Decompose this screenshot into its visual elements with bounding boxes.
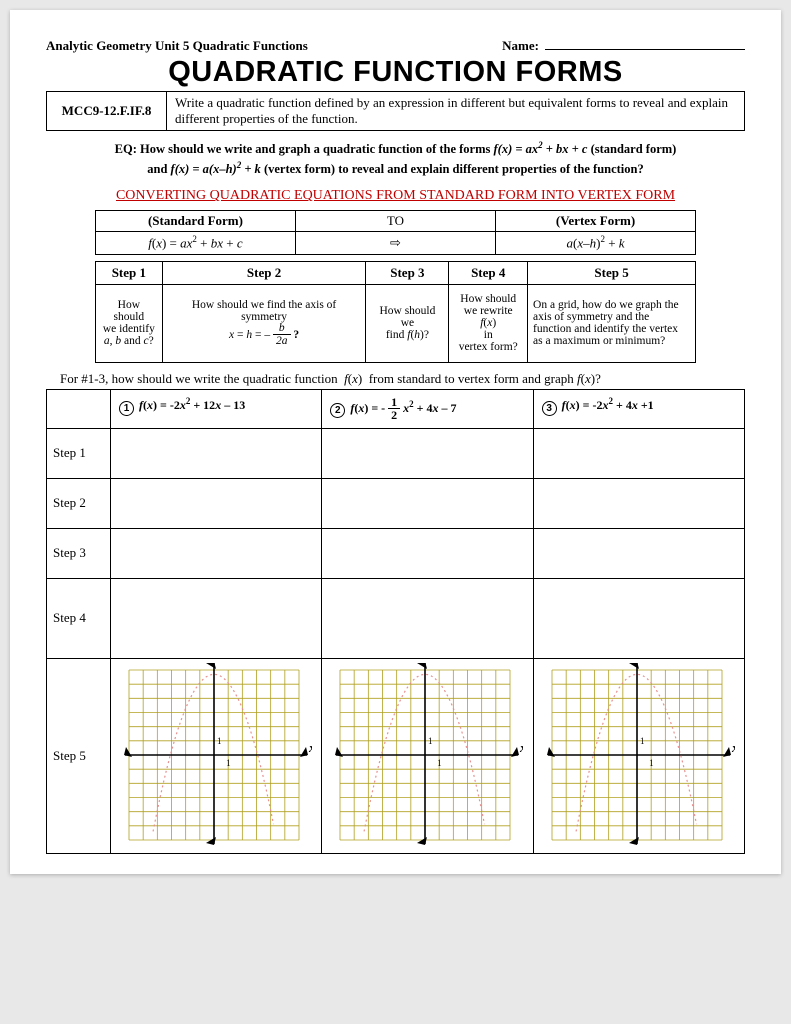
corner-cell: [47, 389, 111, 428]
section-heading: CONVERTING QUADRATIC EQUATIONS FROM STAN…: [46, 188, 745, 204]
problem-1: 1f(x) = -2x2 + 12x – 13: [111, 389, 322, 428]
svg-text:1: 1: [649, 758, 654, 768]
graph-cell-3: xy11: [533, 658, 744, 853]
svg-text:x: x: [731, 740, 735, 755]
coordinate-grid: xy11: [328, 663, 523, 848]
step-h3: Step 3: [366, 261, 449, 284]
work-row-4: Step 4: [47, 578, 745, 658]
step4-desc: How shouldwe rewrite f(x)invertex form?: [449, 284, 528, 362]
graph-cell-2: xy11: [322, 658, 533, 853]
convert-h3: (Vertex Form): [496, 211, 696, 232]
essential-question: EQ: How should we write and graph a quad…: [86, 139, 705, 178]
vertex-form-eq: a(x–h)2 + k: [496, 232, 696, 254]
svg-text:x: x: [308, 740, 312, 755]
step-h2: Step 2: [162, 261, 366, 284]
standard-code: MCC9-12.F.IF.8: [47, 92, 167, 131]
course-title: Analytic Geometry Unit 5 Quadratic Funct…: [46, 38, 308, 54]
svg-text:1: 1: [437, 758, 442, 768]
steps-table: Step 1 Step 2 Step 3 Step 4 Step 5 How s…: [95, 261, 696, 363]
step2-desc: How should we find the axis of symmetry …: [162, 284, 366, 362]
graph-cell-1: xy11: [111, 658, 322, 853]
arrow-icon: ⇨: [295, 232, 495, 254]
page-header: Analytic Geometry Unit 5 Quadratic Funct…: [46, 38, 745, 54]
convert-table: (Standard Form) TO (Vertex Form) f(x) = …: [95, 210, 696, 254]
standard-form-eq: f(x) = ax2 + bx + c: [95, 232, 295, 254]
step-h4: Step 4: [449, 261, 528, 284]
svg-text:1: 1: [217, 736, 222, 746]
standard-box: MCC9-12.F.IF.8 Write a quadratic functio…: [46, 91, 745, 131]
coordinate-grid: xy11: [540, 663, 735, 848]
work-row-3: Step 3: [47, 528, 745, 578]
step1-desc: How shouldwe identifya, b and c?: [95, 284, 162, 362]
step3-desc: How should wefind f(h)?: [366, 284, 449, 362]
svg-text:1: 1: [428, 736, 433, 746]
work-row-5: Step 5 xy11 xy11 xy11: [47, 658, 745, 853]
step5-desc: On a grid, how do we graph the axis of s…: [528, 284, 696, 362]
name-blank: [545, 49, 745, 50]
standard-text: Write a quadratic function defined by an…: [167, 92, 745, 131]
work-table: 1f(x) = -2x2 + 12x – 13 2f(x) = - 12 x2 …: [46, 389, 745, 854]
convert-h2: TO: [295, 211, 495, 232]
step-h5: Step 5: [528, 261, 696, 284]
svg-text:1: 1: [640, 736, 645, 746]
page-title: QUADRATIC FUNCTION FORMS: [46, 56, 745, 89]
svg-text:1: 1: [226, 758, 231, 768]
work-row-1: Step 1: [47, 428, 745, 478]
coordinate-grid: xy11: [117, 663, 312, 848]
worksheet-page: Analytic Geometry Unit 5 Quadratic Funct…: [10, 10, 781, 874]
problem-2: 2f(x) = - 12 x2 + 4x – 7: [322, 389, 533, 428]
problem-3: 3f(x) = -2x2 + 4x +1: [533, 389, 744, 428]
problems-prompt: For #1-3, how should we write the quadra…: [60, 371, 745, 387]
name-label: Name:: [502, 38, 539, 54]
convert-h1: (Standard Form): [95, 211, 295, 232]
work-row-2: Step 2: [47, 478, 745, 528]
svg-text:x: x: [519, 740, 523, 755]
step-h1: Step 1: [95, 261, 162, 284]
